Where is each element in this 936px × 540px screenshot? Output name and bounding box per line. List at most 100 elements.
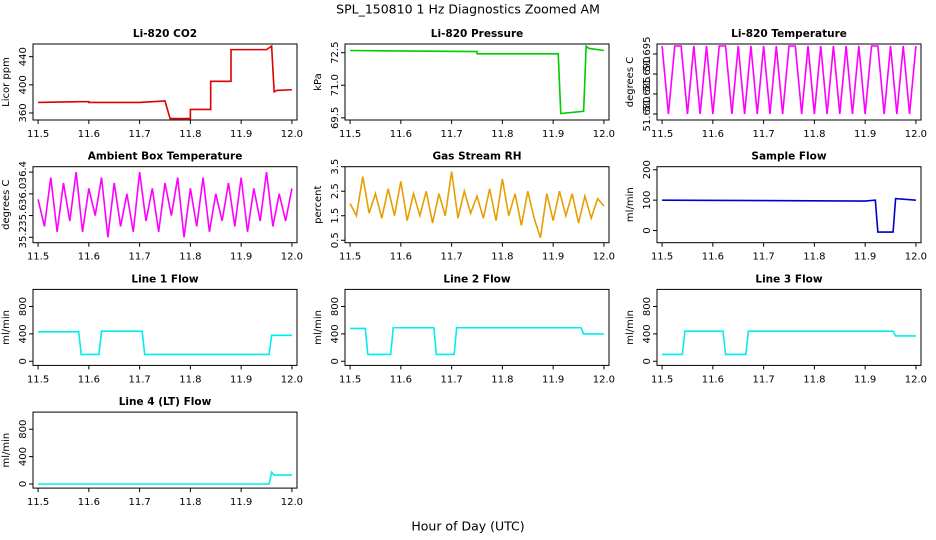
y-axis-label: kPa <box>313 73 324 91</box>
x-tick-label: 12.0 <box>905 129 927 140</box>
y-tick-label: 400 <box>642 324 653 343</box>
y-axis-label: ml/min <box>625 310 636 345</box>
figure-title: SPL_150810 1 Hz Diagnostics Zoomed AM <box>336 2 600 17</box>
y-tick-label: 0 <box>18 481 29 487</box>
x-tick-label: 11.9 <box>542 129 564 140</box>
data-line <box>350 44 605 115</box>
y-tick-label: 400 <box>18 324 29 343</box>
x-tick-label: 11.8 <box>179 374 201 385</box>
x-tick-label: 11.7 <box>128 252 150 263</box>
y-tick-label: 51.690 <box>642 57 653 92</box>
data-line <box>349 171 605 239</box>
x-tick-label: 11.6 <box>78 374 100 385</box>
data-line <box>662 330 916 356</box>
panel-title: Li-820 Pressure <box>431 28 524 40</box>
x-tick-label: 11.8 <box>179 497 201 508</box>
x-tick-label: 12.0 <box>281 374 303 385</box>
x-tick-label: 12.0 <box>281 497 303 508</box>
data-line <box>350 326 604 356</box>
y-tick-label: 0.5 <box>330 232 341 248</box>
x-tick-label: 12.0 <box>281 129 303 140</box>
plot-frame <box>656 288 922 366</box>
x-tick-label: 12.0 <box>281 252 303 263</box>
panel-title: Sample Flow <box>751 151 826 163</box>
y-axis-label: Licor ppm <box>1 57 12 107</box>
x-tick-label: 11.8 <box>803 374 825 385</box>
panel-title: Line 3 Flow <box>755 273 822 285</box>
x-tick-label: 11.8 <box>491 374 513 385</box>
y-tick-label: 800 <box>18 420 29 439</box>
x-tick-label: 11.9 <box>230 129 252 140</box>
plot-frame <box>32 411 298 489</box>
y-tick-label: 0 <box>18 358 29 364</box>
y-tick-label: 69.5 <box>330 107 341 129</box>
x-tick-label: 12.0 <box>905 374 927 385</box>
x-tick-label: 11.6 <box>78 252 100 263</box>
panel-title: Li-820 Temperature <box>731 28 847 40</box>
x-tick-label: 11.5 <box>27 129 49 140</box>
x-tick-label: 11.8 <box>179 252 201 263</box>
y-axis-label: ml/min <box>625 187 636 222</box>
y-tick-label: 0 <box>642 358 653 364</box>
y-tick-label: 1.5 <box>330 208 341 224</box>
x-tick-label: 11.6 <box>390 129 412 140</box>
panel-title: Gas Stream RH <box>432 151 521 163</box>
plot-frame <box>656 43 922 121</box>
data-line <box>37 172 293 238</box>
plot-frame <box>32 166 298 244</box>
x-tick-label: 11.8 <box>803 252 825 263</box>
y-tick-label: 100 <box>642 191 653 210</box>
x-tick-label: 11.9 <box>230 374 252 385</box>
x-tick-label: 11.9 <box>854 129 876 140</box>
plot-frame <box>344 288 610 366</box>
x-tick-label: 11.7 <box>440 374 462 385</box>
x-tick-label: 11.9 <box>230 497 252 508</box>
y-tick-label: 72.5 <box>330 42 341 64</box>
x-tick-label: 11.5 <box>27 374 49 385</box>
x-tick-label: 11.7 <box>752 129 774 140</box>
x-tick-label: 11.9 <box>230 252 252 263</box>
data-line <box>661 45 917 115</box>
x-tick-label: 11.6 <box>78 129 100 140</box>
y-tick-label: 800 <box>18 297 29 316</box>
plot-frame <box>32 43 298 121</box>
x-tick-label: 12.0 <box>593 129 615 140</box>
y-tick-label: 400 <box>18 447 29 466</box>
x-tick-label: 11.7 <box>128 497 150 508</box>
plot-frame <box>344 43 610 121</box>
y-tick-label: 51.680 <box>642 97 653 132</box>
y-tick-label: 51.685 <box>642 77 653 112</box>
x-tick-label: 11.9 <box>854 374 876 385</box>
panel-title: Li-820 CO2 <box>133 28 197 40</box>
y-tick-label: 35.2 <box>18 226 29 248</box>
y-axis-label: degrees C <box>625 57 636 107</box>
y-tick-label: 51.695 <box>642 37 653 72</box>
x-tick-label: 11.5 <box>651 374 673 385</box>
y-tick-label: 0 <box>330 358 341 364</box>
y-tick-label: 36.0 <box>18 183 29 205</box>
panel-title: Line 4 (LT) Flow <box>119 396 212 408</box>
x-tick-label: 11.5 <box>651 252 673 263</box>
x-tick-label: 11.6 <box>702 252 724 263</box>
panel-title: Line 2 Flow <box>443 273 510 285</box>
x-tick-label: 11.8 <box>491 129 513 140</box>
y-axis-label: ml/min <box>1 433 12 468</box>
x-tick-label: 11.5 <box>339 129 361 140</box>
x-tick-label: 11.5 <box>339 252 361 263</box>
x-tick-label: 11.7 <box>752 252 774 263</box>
x-tick-label: 11.7 <box>128 129 150 140</box>
x-tick-label: 11.7 <box>440 252 462 263</box>
x-tick-label: 11.8 <box>491 252 513 263</box>
plot-frame <box>344 166 610 244</box>
plot-frame <box>656 166 922 244</box>
x-tick-label: 11.6 <box>390 252 412 263</box>
x-tick-label: 11.8 <box>179 129 201 140</box>
x-tick-label: 11.8 <box>803 129 825 140</box>
x-tick-label: 11.6 <box>390 374 412 385</box>
y-tick-label: 400 <box>330 324 341 343</box>
x-tick-label: 11.7 <box>752 374 774 385</box>
data-line <box>38 470 292 485</box>
y-tick-label: 400 <box>18 75 29 94</box>
data-line <box>38 330 292 356</box>
y-axis-label: degrees C <box>1 179 12 229</box>
